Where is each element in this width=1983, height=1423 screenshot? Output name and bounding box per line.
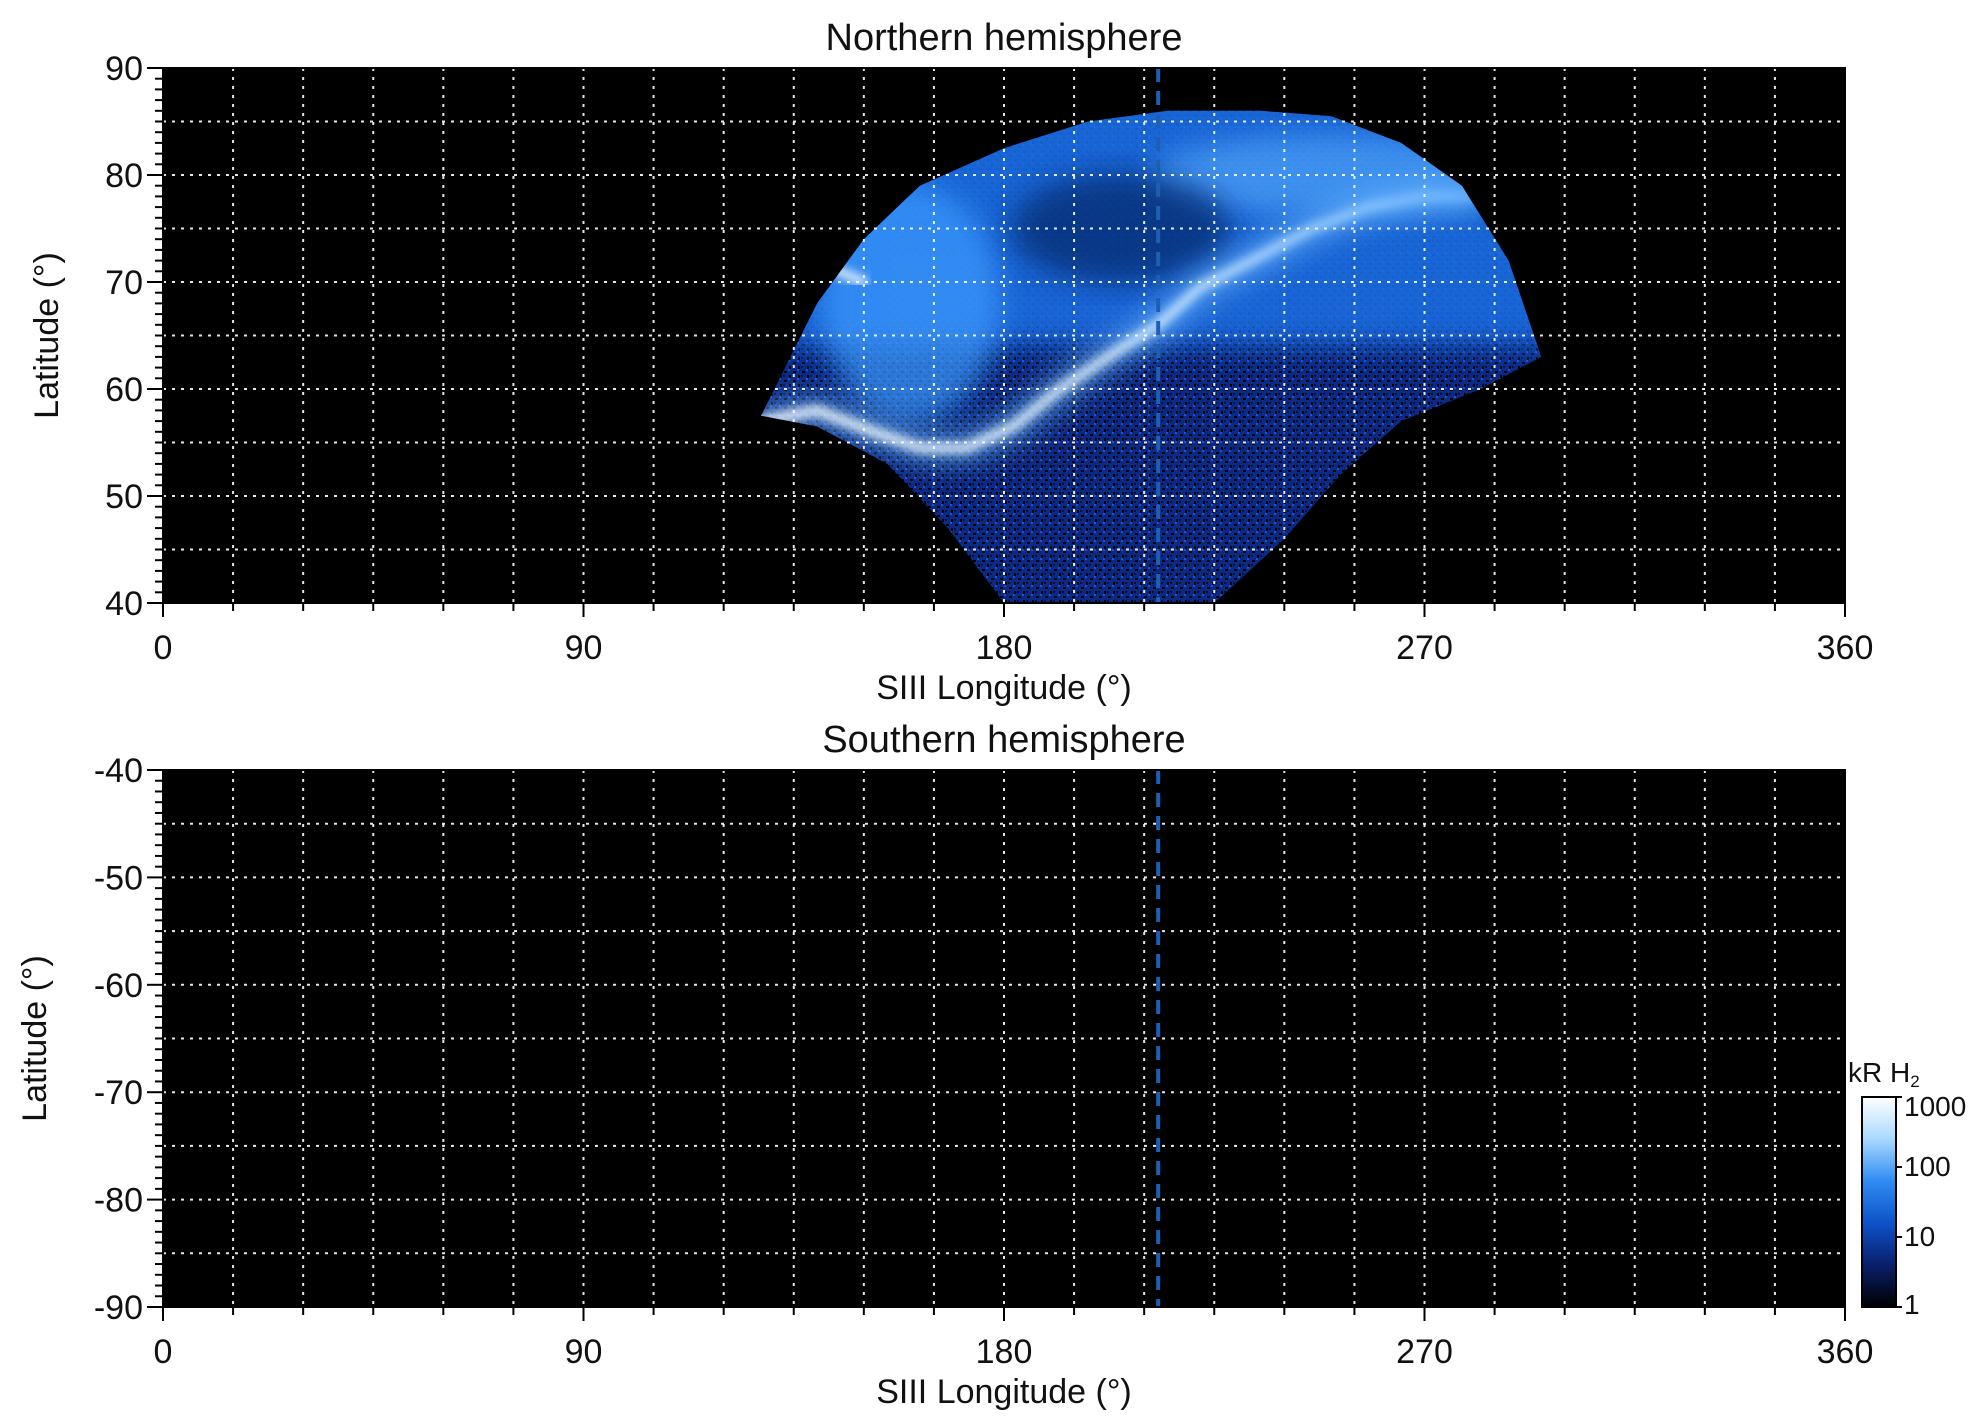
polar-dark-region <box>1010 173 1231 284</box>
panel-title: Northern hemisphere <box>826 17 1183 59</box>
y-axis-label: Latitude (°) <box>16 955 54 1122</box>
y-tick-label: -40 <box>94 752 143 790</box>
x-tick-label: 90 <box>565 1333 603 1371</box>
y-tick-label: -90 <box>94 1289 143 1327</box>
y-tick-label: -50 <box>94 859 143 897</box>
x-tick-label: 270 <box>1396 629 1453 667</box>
x-tick-label: 90 <box>565 629 603 667</box>
panel-title: Southern hemisphere <box>822 719 1185 761</box>
x-tick-label: 180 <box>976 1333 1033 1371</box>
y-tick-label: -60 <box>94 967 143 1005</box>
y-tick-label: -80 <box>94 1182 143 1220</box>
y-tick-label: 90 <box>105 50 143 88</box>
main-auroral-oval <box>761 191 1476 453</box>
colorbar-tick-label: 10 <box>1904 1221 1935 1252</box>
y-tick-label: 50 <box>105 478 143 516</box>
y-axis-label: Latitude (°) <box>28 252 66 419</box>
colorbar-tick-label: 100 <box>1904 1151 1951 1182</box>
y-tick-label: 80 <box>105 157 143 195</box>
x-tick-label: 180 <box>976 629 1033 667</box>
colorbar-tick-label: 1 <box>1904 1289 1920 1320</box>
colorbar-tick-label: 1000 <box>1904 1091 1966 1122</box>
colorbar-title-subscript: 2 <box>1910 1072 1919 1091</box>
southern-hemisphere-panel: 0 90 180 270 360 -40 -50 -60 -70 -80 -90 Southern h… <box>16 719 1873 1411</box>
dawn-emission <box>820 183 1001 424</box>
x-tick-label: 360 <box>1817 1333 1874 1371</box>
y-tick-label: -70 <box>94 1074 143 1112</box>
x-axis-label: SIII Longitude (°) <box>876 669 1132 707</box>
northern-hemisphere-panel: 0 90 180 270 360 40 50 60 70 80 90 Northern hemisph… <box>28 17 1873 707</box>
x-axis-label: SIII Longitude (°) <box>876 1373 1132 1411</box>
y-tick-label: 60 <box>105 371 143 409</box>
colorbar-gradient <box>1861 1096 1897 1308</box>
x-tick-label: 0 <box>154 1333 173 1371</box>
x-tick-label: 270 <box>1396 1333 1453 1371</box>
x-tick-label: 0 <box>154 629 173 667</box>
colorbar-title: kR H2 <box>1848 1057 1920 1091</box>
x-tick-label: 360 <box>1817 629 1874 667</box>
y-tick-label: 70 <box>105 264 143 302</box>
y-tick-label: 40 <box>105 585 143 623</box>
